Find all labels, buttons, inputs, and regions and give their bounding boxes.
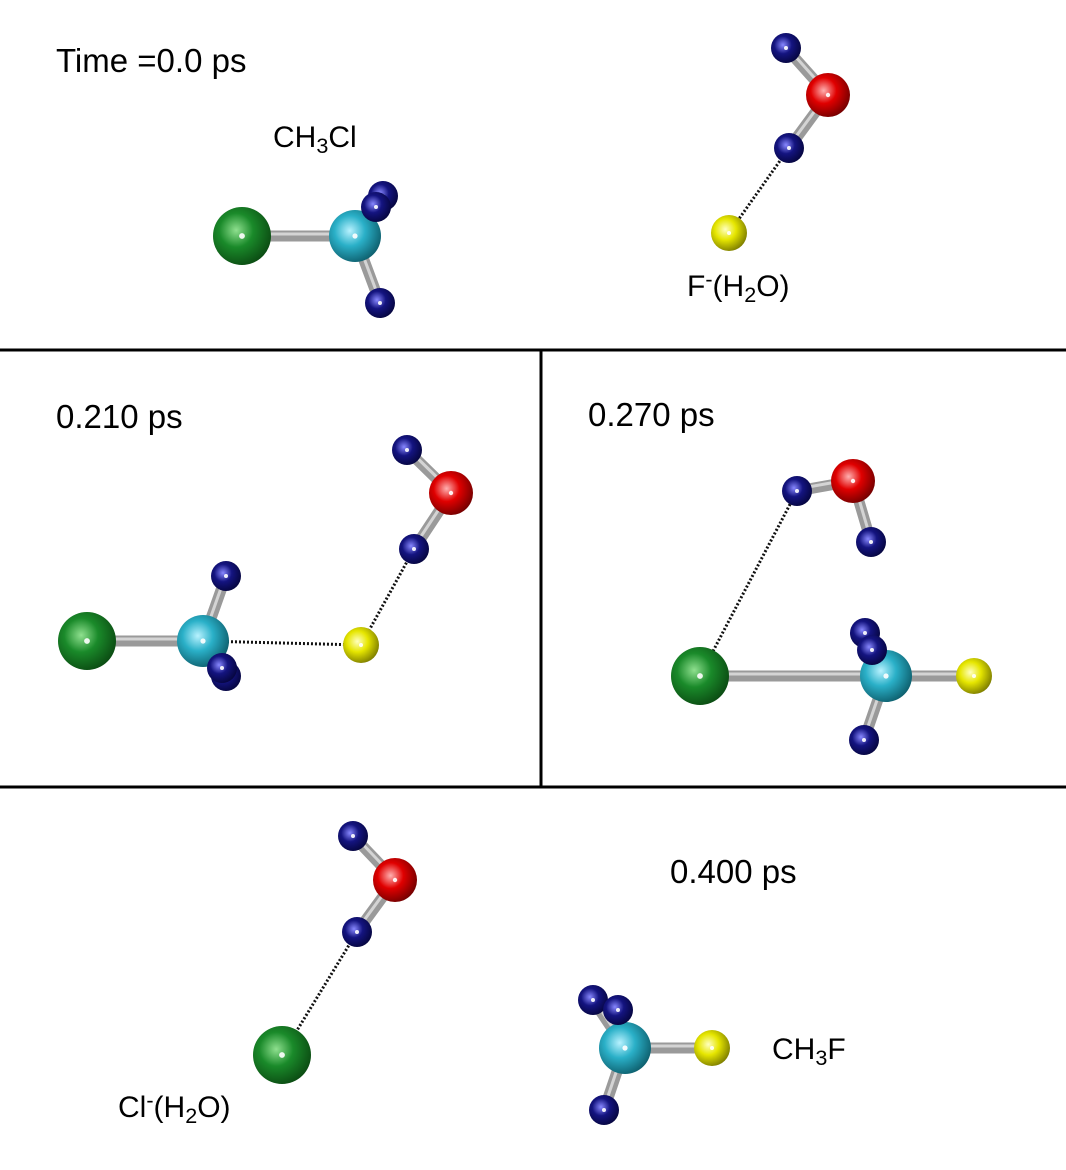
atom-specular-highlight [355,930,359,934]
time-label-panel-3: 0.270 ps [588,396,715,433]
atom-specular-highlight [352,233,358,239]
atom-specular-highlight [200,638,206,644]
dotted-interaction-line [698,490,799,677]
atom-specular-highlight [850,478,856,484]
atom-specular-highlight [374,205,378,209]
atom-specular-highlight [862,738,866,742]
atom-specular-highlight [359,643,363,647]
atom-specular-highlight [412,547,416,551]
reactant-label-ch3cl: CH3Cl [273,121,357,159]
atom-specular-highlight [710,1046,714,1050]
product-label-ch3f: CH3F [772,1033,846,1071]
atom-specular-highlight [795,489,799,493]
atom-specular-highlight [622,1045,628,1051]
atom-specular-highlight [869,540,873,544]
atom-specular-highlight [602,1108,606,1112]
atom-specular-highlight [392,877,398,883]
product-label-chloride-water: Cl-(H2O) [118,1087,231,1129]
atom-specular-highlight [697,673,703,679]
time-label-panel-4: 0.400 ps [670,853,797,890]
atoms-layer [58,33,992,1125]
atom-specular-highlight [870,648,874,652]
atom-specular-highlight [972,674,976,678]
atom-specular-highlight [378,301,382,305]
atom-specular-highlight [883,673,889,679]
atom-specular-highlight [279,1052,285,1058]
atom-specular-highlight [825,92,831,98]
dotted-interaction-line [727,147,791,234]
atom-specular-highlight [239,233,245,239]
atom-specular-highlight [351,834,355,838]
atom-specular-highlight [727,231,731,235]
atom-specular-highlight [784,46,788,50]
time-label-panel-2: 0.210 ps [56,398,183,435]
atom-specular-highlight [448,490,454,496]
reactant-label-fluoride-water: F-(H2O) [687,266,790,308]
atom-specular-highlight [84,638,90,644]
atom-specular-highlight [787,146,791,150]
atom-specular-highlight [591,998,595,1002]
time-label-panel-1: Time =0.0 ps [56,42,247,79]
atom-specular-highlight [224,574,228,578]
atom-specular-highlight [220,666,224,670]
atom-specular-highlight [863,631,867,635]
atom-specular-highlight [616,1008,620,1012]
atom-specular-highlight [405,448,409,452]
